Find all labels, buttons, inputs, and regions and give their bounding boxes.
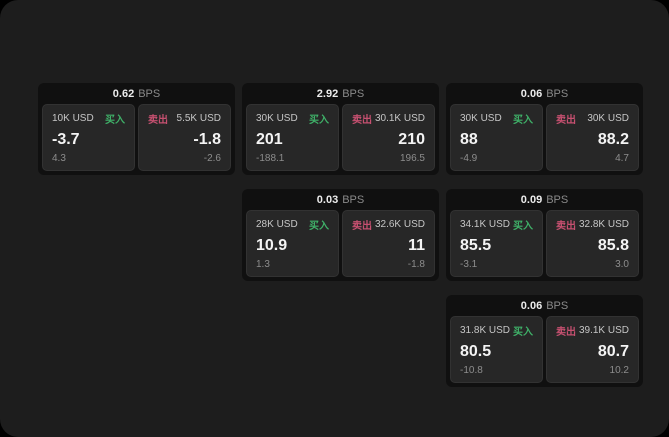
sell-tag: 卖出 — [556, 221, 576, 232]
sell-tag: 卖出 — [352, 115, 372, 126]
notional-label: 34.1K USD — [460, 219, 511, 230]
notional-label: 32.6K USD — [374, 219, 425, 230]
quote-card: 0.62 BPS 10K USD 买入 -3.7 4.3 卖出 5.5K USD — [38, 83, 235, 175]
sell-tag: 卖出 — [556, 115, 576, 126]
sell-change-value: 10.2 — [609, 365, 629, 376]
bps-header: 0.09 BPS — [446, 189, 643, 210]
buy-price-value: 85.5 — [460, 237, 492, 254]
buy-quote-panel[interactable]: 28K USD 买入 10.9 1.3 — [246, 210, 339, 277]
bps-value: 0.62 — [112, 87, 135, 100]
quote-body: 30K USD 买入 201 -188.1 卖出 30.1K USD 210 1… — [242, 104, 439, 175]
sell-quote-panel[interactable]: 卖出 32.6K USD 11 -1.8 — [342, 210, 435, 277]
buy-change-value: -10.8 — [460, 365, 483, 376]
sell-price-value: 85.8 — [597, 237, 629, 254]
notional-label: 30K USD — [256, 113, 298, 124]
sell-tag: 卖出 — [148, 115, 168, 126]
quote-card: 0.03 BPS 28K USD 买入 10.9 1.3 卖出 32.6K US… — [242, 189, 439, 281]
quote-card: 2.92 BPS 30K USD 买入 201 -188.1 卖出 30.1K … — [242, 83, 439, 175]
buy-quote-panel[interactable]: 30K USD 买入 201 -188.1 — [246, 104, 339, 171]
buy-change-value: 1.3 — [256, 259, 270, 270]
bps-header: 0.62 BPS — [38, 83, 235, 104]
notional-label: 31.8K USD — [460, 325, 511, 336]
bps-value: 0.06 — [520, 87, 543, 100]
quote-card: 0.09 BPS 34.1K USD 买入 85.5 -3.1 卖出 32.8K… — [446, 189, 643, 281]
bps-header: 2.92 BPS — [242, 83, 439, 104]
bps-header: 0.06 BPS — [446, 295, 643, 316]
quote-body: 34.1K USD 买入 85.5 -3.1 卖出 32.8K USD 85.8… — [446, 210, 643, 281]
buy-price-value: -3.7 — [52, 131, 80, 148]
quote-card: 0.06 BPS 31.8K USD 买入 80.5 -10.8 卖出 39.1… — [446, 295, 643, 387]
quote-body: 30K USD 买入 88 -4.9 卖出 30K USD 88.2 4.7 — [446, 104, 643, 175]
bps-value: 2.92 — [316, 87, 339, 100]
quote-body: 10K USD 买入 -3.7 4.3 卖出 5.5K USD -1.8 -2.… — [38, 104, 235, 175]
buy-price-value: 201 — [256, 131, 283, 148]
notional-label: 39.1K USD — [578, 325, 629, 336]
buy-quote-panel[interactable]: 31.8K USD 买入 80.5 -10.8 — [450, 316, 543, 383]
sell-tag: 卖出 — [556, 327, 576, 338]
notional-label: 5.5K USD — [176, 113, 221, 124]
notional-label: 30K USD — [460, 113, 502, 124]
bps-value: 0.06 — [520, 299, 543, 312]
buy-tag: 买入 — [513, 221, 533, 232]
bps-value: 0.03 — [316, 193, 339, 206]
sell-price-value: 11 — [408, 237, 425, 254]
sell-quote-panel[interactable]: 卖出 5.5K USD -1.8 -2.6 — [138, 104, 231, 171]
notional-label: 32.8K USD — [578, 219, 629, 230]
sell-change-value: 196.5 — [399, 153, 425, 164]
buy-tag: 买入 — [309, 221, 329, 232]
bps-unit-label: BPS — [342, 193, 365, 206]
buy-tag: 买入 — [513, 115, 533, 126]
quote-card: 0.06 BPS 30K USD 买入 88 -4.9 卖出 30K USD — [446, 83, 643, 175]
buy-change-value: -4.9 — [460, 153, 478, 164]
bps-unit-label: BPS — [546, 299, 569, 312]
bps-value: 0.09 — [520, 193, 543, 206]
quote-card-grid: 0.62 BPS 10K USD 买入 -3.7 4.3 卖出 5.5K USD — [38, 83, 643, 387]
sell-quote-panel[interactable]: 卖出 39.1K USD 80.7 10.2 — [546, 316, 639, 383]
bps-header: 0.06 BPS — [446, 83, 643, 104]
buy-change-value: -3.1 — [460, 259, 478, 270]
sell-tag: 卖出 — [352, 221, 372, 232]
buy-price-value: 10.9 — [256, 237, 288, 254]
buy-price-value: 88 — [460, 131, 478, 148]
bps-unit-label: BPS — [342, 87, 365, 100]
notional-label: 30.1K USD — [374, 113, 425, 124]
sell-quote-panel[interactable]: 卖出 32.8K USD 85.8 3.0 — [546, 210, 639, 277]
buy-quote-panel[interactable]: 30K USD 买入 88 -4.9 — [450, 104, 543, 171]
buy-quote-panel[interactable]: 34.1K USD 买入 85.5 -3.1 — [450, 210, 543, 277]
bps-unit-label: BPS — [546, 193, 569, 206]
sell-price-value: -1.8 — [193, 131, 221, 148]
bps-header: 0.03 BPS — [242, 189, 439, 210]
notional-label: 28K USD — [256, 219, 298, 230]
sell-quote-panel[interactable]: 卖出 30.1K USD 210 196.5 — [342, 104, 435, 171]
bps-unit-label: BPS — [138, 87, 161, 100]
notional-label: 10K USD — [52, 113, 94, 124]
buy-change-value: 4.3 — [52, 153, 66, 164]
sell-change-value: -2.6 — [203, 153, 221, 164]
notional-label: 30K USD — [587, 113, 629, 124]
sell-price-value: 80.7 — [597, 343, 629, 360]
sell-change-value: -1.8 — [407, 259, 425, 270]
bps-unit-label: BPS — [546, 87, 569, 100]
sell-change-value: 3.0 — [615, 259, 629, 270]
sell-price-value: 88.2 — [597, 131, 629, 148]
quote-body: 28K USD 买入 10.9 1.3 卖出 32.6K USD 11 -1.8 — [242, 210, 439, 281]
buy-quote-panel[interactable]: 10K USD 买入 -3.7 4.3 — [42, 104, 135, 171]
buy-change-value: -188.1 — [256, 153, 285, 164]
quote-body: 31.8K USD 买入 80.5 -10.8 卖出 39.1K USD 80.… — [446, 316, 643, 387]
sell-quote-panel[interactable]: 卖出 30K USD 88.2 4.7 — [546, 104, 639, 171]
buy-tag: 买入 — [309, 115, 329, 126]
buy-price-value: 80.5 — [460, 343, 492, 360]
sell-price-value: 210 — [398, 131, 425, 148]
buy-tag: 买入 — [513, 327, 533, 338]
buy-tag: 买入 — [105, 115, 125, 126]
sell-change-value: 4.7 — [615, 153, 629, 164]
